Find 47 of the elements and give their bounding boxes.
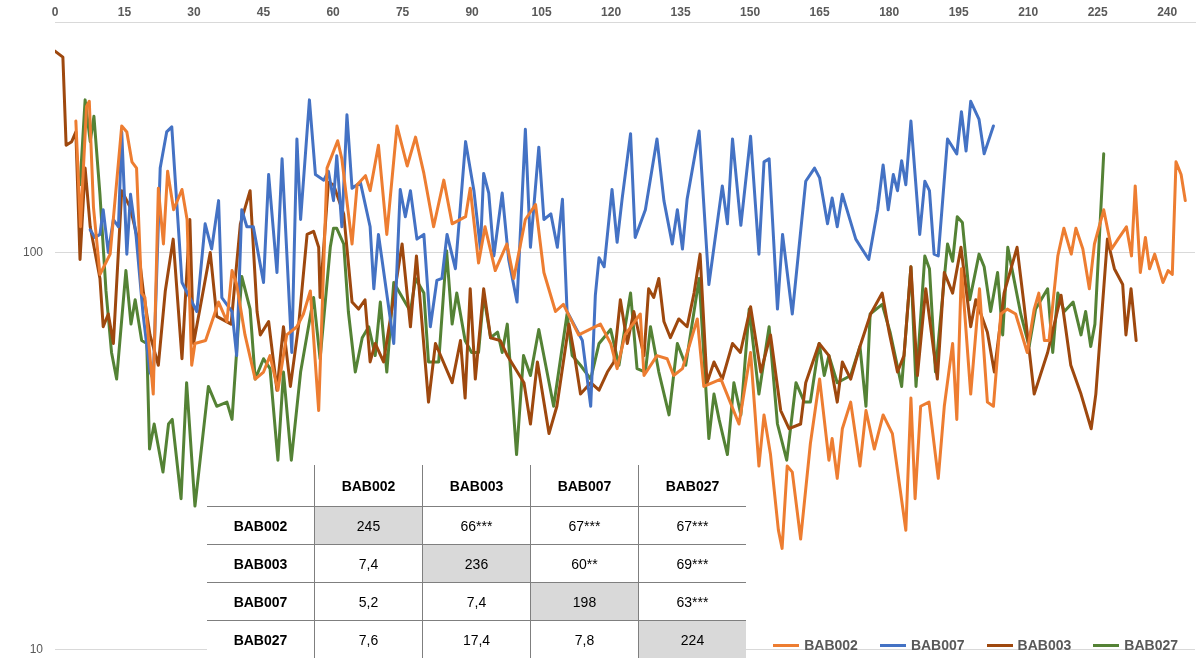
- legend-label: BAB027: [1124, 637, 1178, 653]
- category-label: BAB002: [233, 517, 288, 534]
- category-label: BAB003: [233, 555, 288, 572]
- category-label: BAB007: [530, 465, 639, 507]
- x-tick-label: 75: [395, 5, 410, 20]
- x-tick-label: 30: [187, 5, 202, 20]
- text: 67***: [568, 517, 601, 534]
- x-tick-label: 210: [1018, 5, 1039, 20]
- text: 236: [464, 555, 489, 572]
- x-tick-label: 195: [948, 5, 969, 20]
- x-tick-label: 240: [1157, 5, 1178, 20]
- x-tick-label: 120: [601, 5, 622, 20]
- text: 245: [356, 517, 381, 534]
- x-tick-label: 90: [465, 5, 480, 20]
- legend-label: BAB003: [1017, 637, 1072, 653]
- category-label: BAB002: [314, 465, 423, 507]
- legend-label: BAB007: [910, 637, 965, 653]
- x-tick-label: 60: [326, 5, 341, 20]
- text: 66***: [460, 517, 493, 534]
- x-tick-label: 225: [1087, 5, 1109, 20]
- y-tick-label: 100: [22, 244, 44, 259]
- x-tick-label: 165: [809, 5, 830, 20]
- category-label: BAB027: [638, 465, 746, 507]
- x-tick-label: 150: [740, 5, 761, 20]
- text: 60**: [571, 555, 598, 572]
- text: 7,4: [358, 555, 379, 572]
- category-label: BAB003: [422, 465, 531, 507]
- text: 5,2: [358, 593, 379, 610]
- x-tick-label: 45: [256, 5, 271, 20]
- x-tick-label: 15: [117, 5, 132, 20]
- text: 224: [680, 631, 705, 648]
- text: 67***: [676, 517, 709, 534]
- x-tick-label: 135: [670, 5, 691, 20]
- x-tick-label: 180: [879, 5, 900, 20]
- text: 7,4: [466, 593, 487, 610]
- text: 198: [572, 593, 597, 610]
- text: 7,8: [574, 631, 595, 648]
- text: 17,4: [462, 631, 491, 648]
- text: 63***: [676, 593, 709, 610]
- text: 7,6: [358, 631, 379, 648]
- category-label: BAB027: [233, 631, 288, 648]
- text: 69***: [676, 555, 709, 572]
- category-label: BAB007: [233, 593, 288, 610]
- legend-label: BAB002: [804, 637, 858, 653]
- x-tick-label: 105: [531, 5, 552, 20]
- y-tick-label: 10: [29, 642, 44, 657]
- x-tick-label: 0: [51, 5, 59, 20]
